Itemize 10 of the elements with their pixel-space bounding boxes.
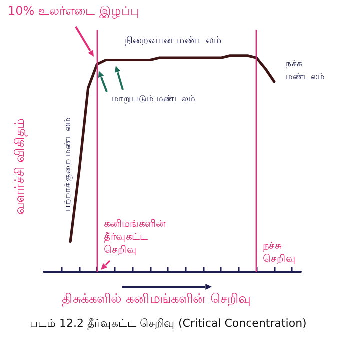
text: நச்சு செறிவு [263, 241, 296, 265]
text: படம் 12.2 தீர்வுகட்ட செறிவு (Critical Concentration) [30, 317, 307, 330]
text: நிறைவான மண்டலம் [125, 36, 222, 46]
annotation: பற்றாக்குறை மண்டலம் [64, 117, 74, 212]
y-axis-title: வளர்ச்சி விகிதம் [13, 118, 28, 215]
annotation: மாறுபடும் மண்டலம் [112, 94, 196, 104]
x-axis-title: திசுக்களில் கனிமங்களின் செறிவு [62, 292, 250, 307]
annotation: நச்சு மண்டலம் [286, 60, 325, 82]
text: கனிமங்களின் தீர்வுகட்ட செறிவு [104, 219, 166, 256]
text: 10% உலர்எடை இழப்பு [8, 4, 140, 19]
